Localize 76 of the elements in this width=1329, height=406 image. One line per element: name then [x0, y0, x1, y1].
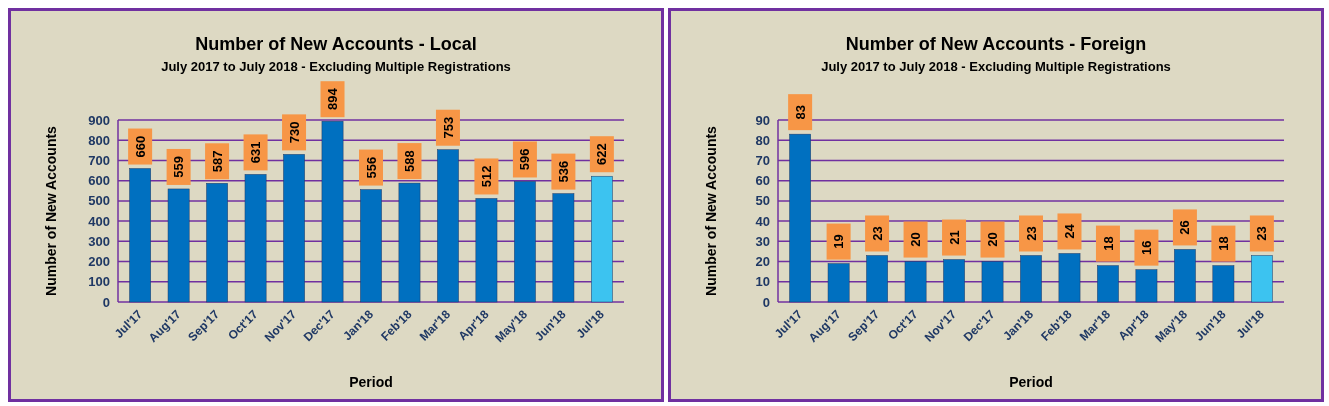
data-label: 588: [402, 150, 418, 172]
chart-subtitle: July 2017 to July 2018 - Excluding Multiple Registrations: [161, 59, 511, 74]
y-tick-label: 300: [88, 233, 110, 249]
data-label: 26: [1177, 220, 1193, 235]
x-axis-title: Period: [1009, 374, 1053, 390]
data-label: 556: [363, 156, 379, 179]
y-axis-title: Number of New Accounts: [43, 125, 59, 296]
y-tick-label: 800: [88, 132, 110, 148]
y-tick-label: 500: [88, 193, 110, 209]
data-label: 20: [985, 232, 1001, 247]
chart-title: Number of New Accounts - Foreign: [845, 34, 1147, 54]
y-tick-label: 60: [755, 173, 770, 189]
y-tick-label: 10: [755, 274, 770, 290]
data-label: 512: [478, 165, 494, 188]
data-label: 559: [171, 156, 187, 178]
bar: [943, 259, 965, 303]
bar: [206, 183, 228, 303]
bar: [827, 263, 850, 303]
y-tick-label: 100: [88, 274, 110, 290]
y-tick-label: 70: [755, 152, 770, 168]
bar: [437, 149, 459, 303]
y-tick-label: 80: [755, 132, 770, 148]
data-label: 18: [1215, 236, 1231, 251]
data-label: 596: [517, 148, 533, 171]
y-tick-label: 0: [102, 294, 110, 310]
y-tick-label: 900: [88, 112, 110, 128]
data-label: 23: [1254, 226, 1270, 241]
data-label: 83: [792, 104, 808, 120]
data-label: 21: [946, 230, 962, 245]
bar: [1212, 265, 1235, 303]
data-label: 23: [1023, 226, 1039, 241]
y-tick-label: 90: [755, 112, 770, 128]
bar: [167, 188, 190, 303]
y-tick-label: 700: [88, 152, 110, 168]
bar: [981, 261, 1004, 303]
data-label: 536: [555, 160, 571, 183]
data-label: 587: [209, 150, 225, 173]
data-label: 631: [248, 141, 264, 164]
bar: [129, 168, 151, 303]
bar: [360, 189, 382, 303]
y-tick-label: 400: [88, 213, 110, 229]
y-tick-label: 0: [762, 294, 770, 310]
data-label: 660: [132, 135, 148, 158]
y-tick-label: 50: [755, 193, 770, 209]
bar: [475, 198, 498, 303]
bar: [904, 261, 927, 303]
y-tick-label: 600: [88, 173, 110, 189]
bar: [552, 193, 575, 303]
data-label: 753: [440, 116, 456, 139]
bar: [1251, 255, 1273, 303]
bar: [283, 154, 305, 303]
bar: [866, 255, 888, 303]
bar: [1135, 269, 1158, 303]
data-label: 18: [1100, 236, 1116, 251]
bar: [514, 181, 536, 303]
y-axis-title: Number of New Accounts: [703, 125, 719, 296]
bar: [1058, 253, 1081, 303]
y-tick-label: 30: [755, 233, 770, 249]
data-label: 894: [325, 87, 341, 111]
data-label: 19: [831, 234, 847, 249]
data-label: 16: [1138, 240, 1154, 255]
data-label: 20: [908, 232, 924, 247]
y-tick-label: 20: [755, 254, 770, 270]
y-tick-label: 40: [755, 213, 770, 229]
chart-subtitle: July 2017 to July 2018 - Excluding Multiple Registrations: [821, 59, 1171, 74]
data-label: 24: [1062, 223, 1078, 239]
y-tick-label: 200: [88, 254, 110, 270]
data-label: 730: [286, 121, 302, 144]
data-label: 622: [594, 143, 610, 166]
bar: [1097, 265, 1119, 303]
x-axis-title: Period: [349, 374, 393, 390]
bar: [1020, 255, 1042, 303]
bar: [1174, 249, 1196, 303]
data-label: 23: [869, 226, 885, 241]
chart-title: Number of New Accounts - Local: [195, 34, 477, 54]
bar: [244, 174, 267, 303]
